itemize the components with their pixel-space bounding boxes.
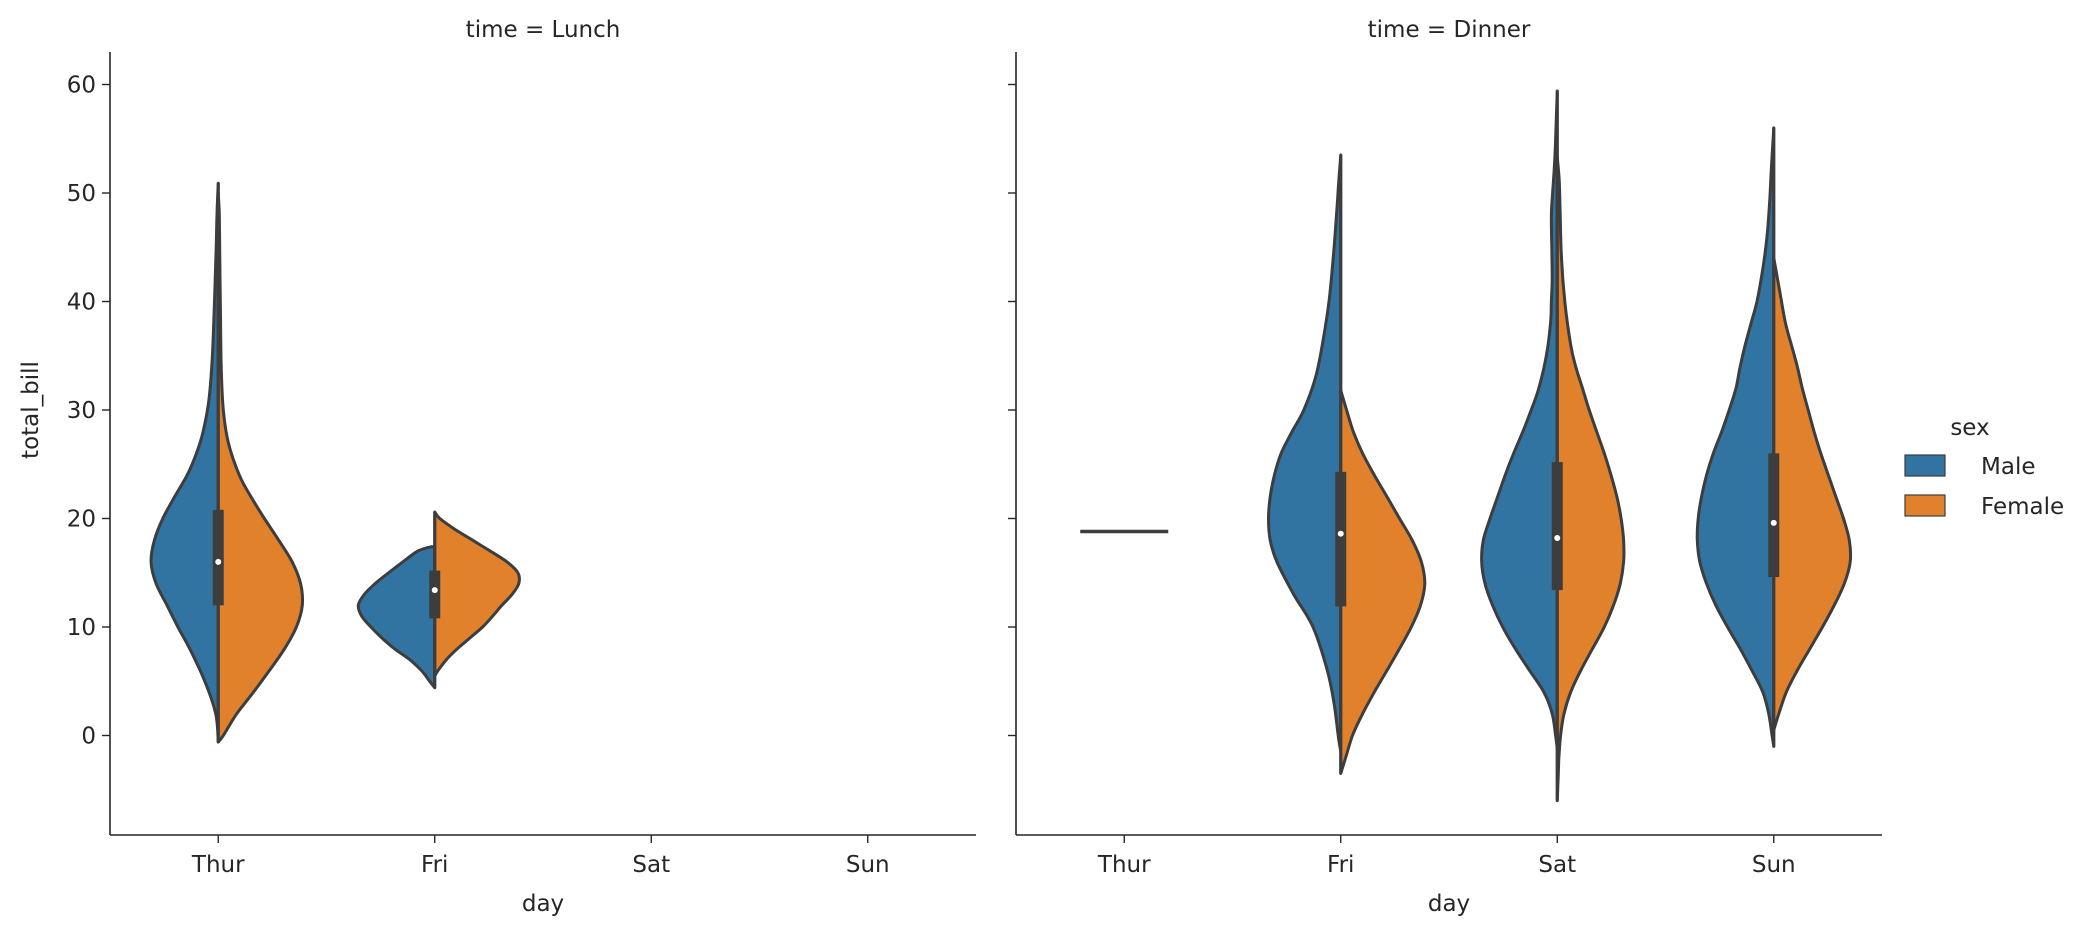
legend-label-male: Male [1981,454,2035,480]
violin-median [431,587,438,594]
violin-half-female [433,510,521,678]
violin-median [1770,519,1777,526]
x-tick-label: Fri [421,852,448,878]
panel-title: time = Dinner [1368,17,1531,43]
panel-title: time = Lunch [466,17,621,43]
violin-iqr-box [429,570,441,619]
violin-iqr-box [1335,471,1347,607]
panel-lunch: time = Lunch 0 10 20 30 40 50 60 Thur Fri Sat Sun da… [18,17,976,917]
violin-half-female [1555,155,1626,803]
violin-half-male [1480,89,1559,750]
violin-half-female [1772,256,1853,732]
legend: sex Male Female [1904,415,2064,520]
y-tick-label: 20 [67,507,96,533]
legend-swatch-female [1904,494,1946,517]
violin-fri [1267,153,1427,775]
violin-iqr-box [1551,462,1563,591]
y-tick-label: 30 [67,398,96,424]
y-tick-label: 50 [67,181,96,207]
panel-dinner: time = Dinner Thur Fri Sat Sun day [1008,17,1882,917]
violin-iqr-box [212,509,224,606]
legend-swatch-male [1904,454,1946,477]
violin-half-male [1695,126,1776,748]
violin-iqr-box [1768,453,1780,578]
violin-median [1554,535,1561,542]
violin-fri [356,510,521,690]
panels: time = Lunch 0 10 20 30 40 50 60 Thur Fri Sat Sun da… [18,17,1882,917]
violin-sun [1695,126,1853,748]
violin-median [215,558,222,565]
violin-half-male [1267,153,1343,754]
violin-half-female [1339,389,1427,775]
y-axis-label: total_bill [18,361,44,459]
violin-median [1337,530,1344,537]
y-tick-label: 60 [67,73,96,99]
x-tick-label: Sat [1538,852,1576,878]
x-tick-label: Sun [846,852,890,878]
x-tick-label: Fri [1327,852,1354,878]
x-tick-label: Sat [632,852,670,878]
x-tick-label: Thur [1097,852,1151,878]
x-tick-label: Sun [1752,852,1796,878]
x-tick-label: Thur [191,852,245,878]
violin-half-male [356,545,437,690]
y-tick-label: 0 [81,724,96,750]
violin-half-male [149,181,220,744]
x-axis-label: day [522,891,564,917]
violin-half-female [216,191,305,744]
legend-label-female: Female [1981,494,2064,520]
y-tick-label: 40 [67,290,96,316]
legend-title: sex [1950,415,1989,441]
x-axis-label: day [1428,891,1470,917]
violin-thur [149,181,305,744]
y-tick-label: 10 [67,615,96,641]
violin-sat [1480,89,1626,803]
